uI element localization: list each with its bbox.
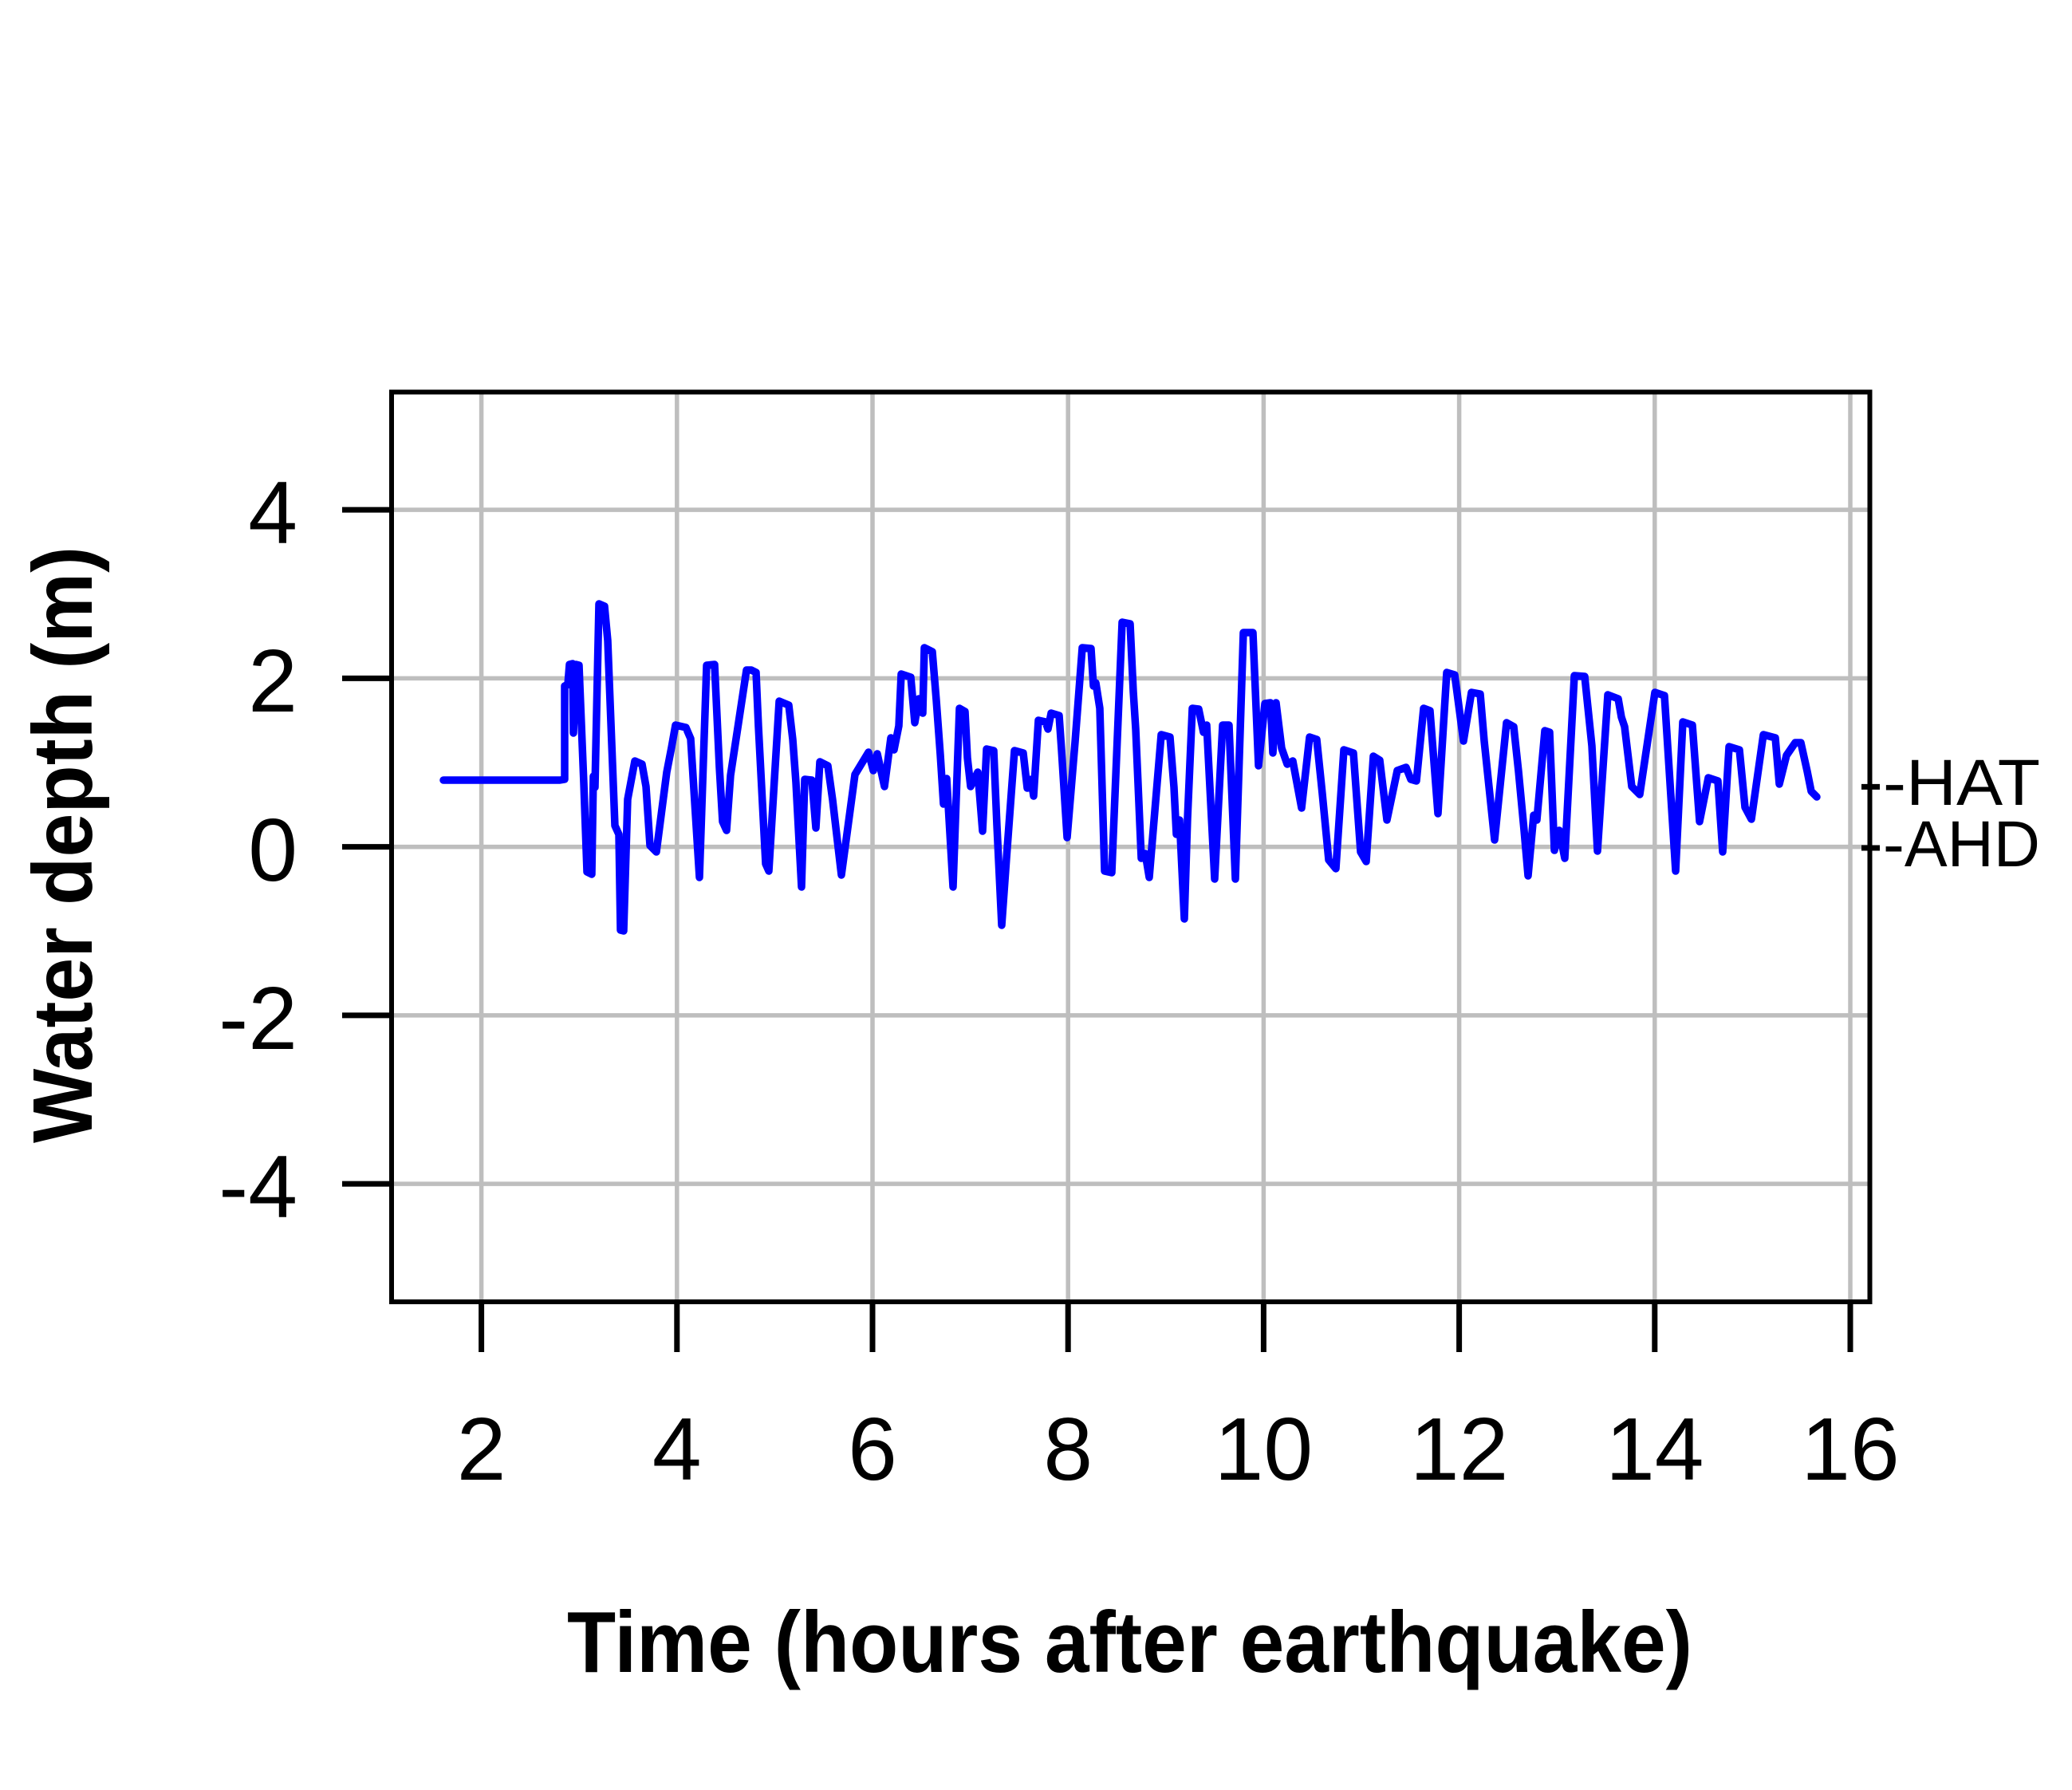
svg-text:12: 12	[1410, 1400, 1508, 1499]
svg-text:0: 0	[248, 801, 297, 900]
svg-text:6: 6	[848, 1400, 897, 1499]
svg-text:10: 10	[1215, 1400, 1313, 1499]
svg-text:Water depth (m): Water depth (m)	[16, 546, 110, 1143]
svg-text:2: 2	[457, 1400, 506, 1499]
svg-text:8: 8	[1043, 1400, 1093, 1499]
svg-text:-4: -4	[219, 1137, 297, 1236]
svg-text:2: 2	[248, 632, 297, 731]
svg-text:16: 16	[1801, 1400, 1899, 1499]
svg-text:-2: -2	[219, 969, 297, 1068]
svg-text:4: 4	[248, 463, 297, 562]
svg-text:4: 4	[652, 1400, 702, 1499]
svg-text:-AHD: -AHD	[1883, 808, 2040, 881]
svg-text:14: 14	[1605, 1400, 1704, 1499]
svg-text:-HAT: -HAT	[1883, 747, 2040, 819]
svg-text:Time (hours after earthquake): Time (hours after earthquake)	[567, 1594, 1692, 1691]
